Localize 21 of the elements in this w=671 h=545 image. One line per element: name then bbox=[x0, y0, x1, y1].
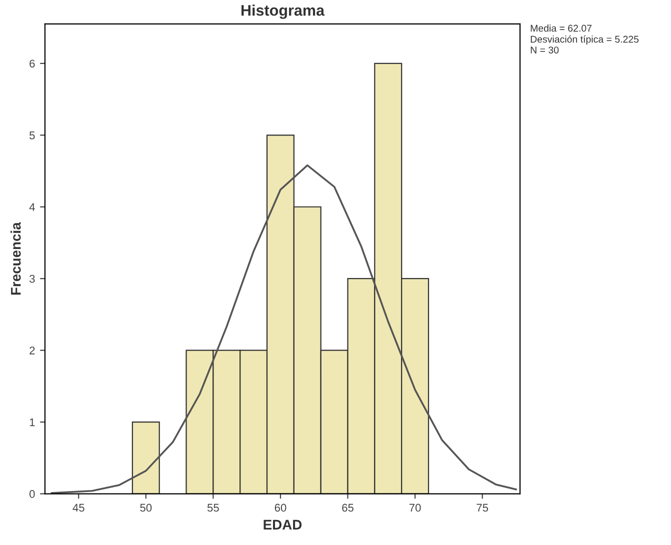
y-tick-label: 3 bbox=[29, 274, 35, 283]
x-tick-label: 75 bbox=[476, 504, 488, 512]
y-tick-label: 0 bbox=[29, 490, 35, 498]
line-series bbox=[50, 164, 517, 494]
y-tick-label: 5 bbox=[30, 132, 35, 140]
chart-title: Histograma bbox=[241, 4, 325, 19]
y-tick-label: 2 bbox=[30, 346, 35, 354]
x-tick-label: 45 bbox=[72, 504, 84, 512]
text: Desviación típica = 5.225 bbox=[530, 35, 639, 45]
y-axis-title: Frecuencia bbox=[10, 222, 21, 295]
x-tick-label: 55 bbox=[207, 504, 219, 512]
x-tick-label: 65 bbox=[342, 504, 354, 512]
y-tick-label: 4 bbox=[29, 203, 35, 211]
x-tick-label: 50 bbox=[140, 504, 152, 512]
x-axis-title: EDAD bbox=[264, 520, 302, 530]
text: Media = 62.07 bbox=[530, 24, 592, 32]
x-tick-label: 60 bbox=[274, 504, 286, 512]
text: N = 30 bbox=[530, 46, 559, 54]
y-tick-label: 6 bbox=[30, 60, 35, 68]
x-tick-label: 70 bbox=[409, 504, 421, 512]
y-tick-label: 1 bbox=[30, 418, 35, 426]
